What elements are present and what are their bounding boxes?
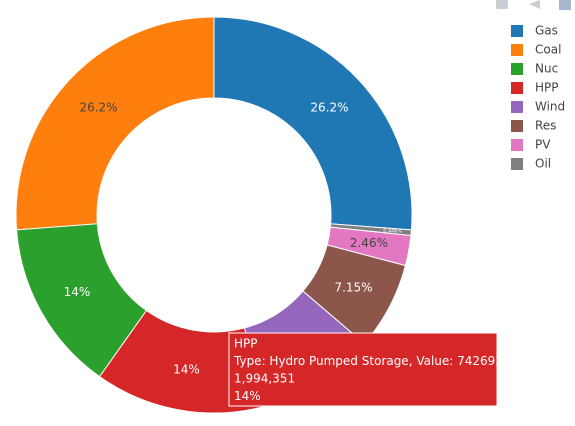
legend-label: Nuc (535, 62, 558, 76)
slice[interactable] (15, 16, 215, 231)
slice-label: 7.15% (334, 281, 372, 295)
tooltip-box (228, 332, 498, 407)
legend-swatch (511, 25, 523, 37)
slice-label: 26.2% (310, 100, 348, 114)
legend-item[interactable]: Nuc (511, 62, 558, 76)
legend-swatch (511, 120, 523, 132)
legend-swatch (511, 63, 523, 75)
legend-item[interactable]: Res (511, 119, 556, 133)
legend-label: Wind (535, 100, 565, 114)
slice-label: 2.46% (350, 236, 388, 250)
legend-swatch (511, 44, 523, 56)
legend-label: HPP (535, 81, 559, 95)
tooltip-line: Type: Hydro Pumped Storage, Value: 74269… (233, 354, 503, 368)
tooltip-line: HPP (234, 337, 258, 351)
legend-item[interactable]: Oil (511, 157, 551, 171)
tooltip-line: 14% (234, 389, 261, 403)
slice[interactable] (329, 223, 412, 236)
camera-icon[interactable] (496, 0, 508, 9)
slice[interactable] (16, 223, 148, 378)
legend-swatch (511, 101, 523, 113)
slice-label: 14% (64, 285, 91, 299)
legend-label: Coal (535, 43, 561, 57)
legend-label: Res (535, 119, 556, 133)
legend-swatch (511, 158, 523, 170)
legend-label: PV (535, 138, 551, 152)
legend-label: Gas (535, 24, 558, 38)
slice-label: 0.446% (383, 229, 402, 235)
slice[interactable] (98, 309, 267, 414)
slice[interactable] (213, 16, 413, 231)
legend-item[interactable]: Wind (511, 100, 565, 114)
tooltip-pointer (223, 336, 229, 345)
legend-item[interactable]: PV (511, 138, 551, 152)
zoom-icon[interactable] (529, 0, 540, 9)
plotly-logo[interactable] (559, 0, 571, 10)
legend-item[interactable]: Coal (511, 43, 561, 57)
modebar (496, 0, 571, 10)
slice-label: 14% (173, 363, 200, 377)
slice-label: 26.2% (79, 100, 117, 114)
legend-swatch (511, 139, 523, 151)
tooltip-line: 1,994,351 (234, 372, 295, 386)
slice[interactable] (326, 226, 412, 267)
legend-item[interactable]: Gas (511, 24, 558, 38)
legend-swatch (511, 82, 523, 94)
tooltip: HPP Type: Hydro Pumped Storage, Value: 74… (223, 332, 503, 407)
legend-item[interactable]: HPP (511, 81, 559, 95)
legend-label: Oil (535, 157, 551, 171)
